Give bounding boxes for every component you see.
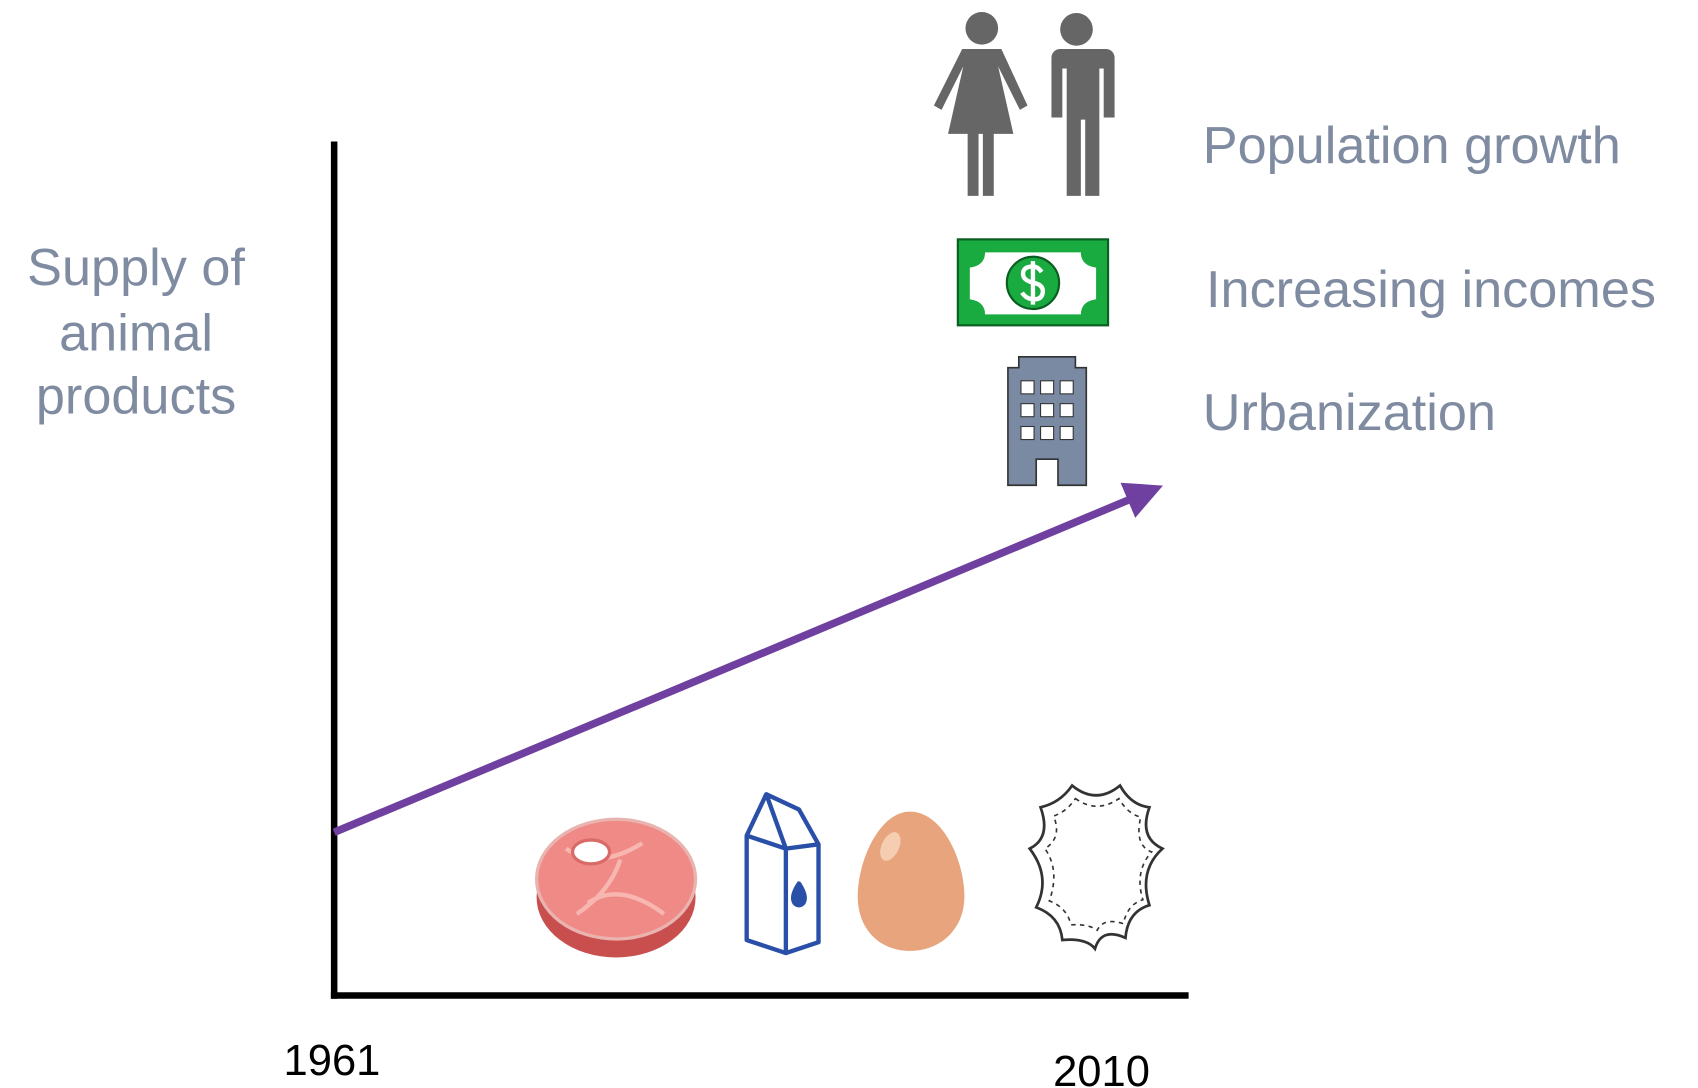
money-icon — [958, 239, 1108, 325]
diagram: Supply of animal products 1961 2010 Popu… — [0, 0, 1698, 1088]
y-label: products — [36, 367, 236, 425]
people-icon — [934, 12, 1115, 196]
trend-arrow — [334, 489, 1156, 833]
x-start-label: 1961 — [284, 1037, 381, 1085]
driver-label: Increasing incomes — [1206, 261, 1656, 319]
y-label: Supply of — [27, 239, 245, 297]
page: Supply of animal products 1961 2010 Popu… — [0, 0, 1698, 1088]
x-end-label: 2010 — [1053, 1048, 1150, 1088]
driver-label: Urbanization — [1203, 384, 1496, 442]
building-icon — [1008, 357, 1086, 485]
driver-label: Population growth — [1203, 117, 1621, 175]
meat-icon — [537, 819, 696, 957]
milk-icon — [747, 794, 819, 953]
egg-icon — [858, 812, 965, 951]
leather-icon — [1030, 786, 1163, 949]
y-label: animal — [59, 304, 213, 362]
